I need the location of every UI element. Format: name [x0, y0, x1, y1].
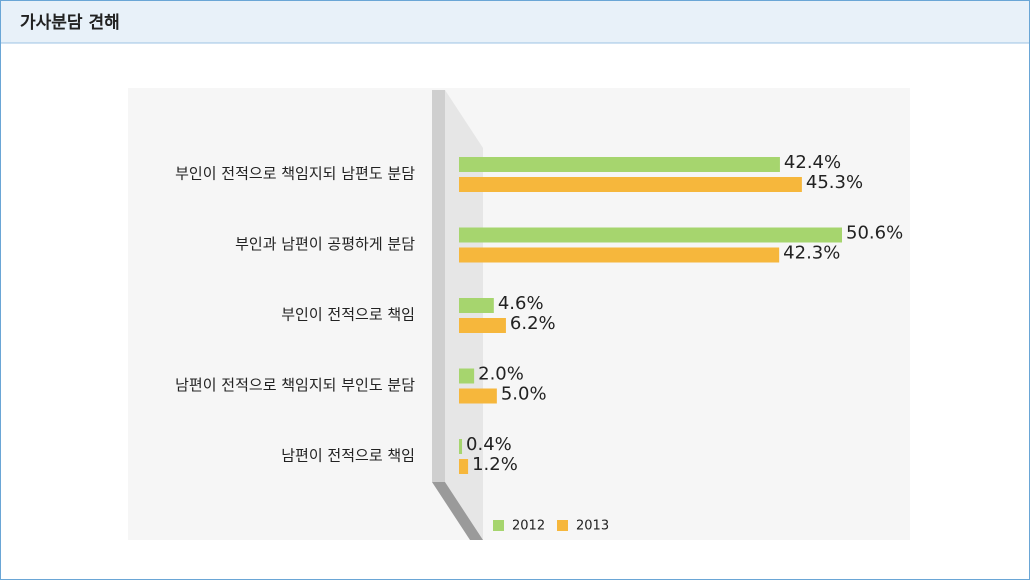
value-label: 6.2% — [510, 313, 556, 334]
legend-swatch — [493, 520, 504, 531]
bar — [459, 247, 780, 263]
value-label: 50.6% — [846, 223, 903, 244]
bar — [459, 318, 506, 333]
value-label: 2.0% — [478, 364, 524, 385]
bar — [459, 177, 802, 192]
bar — [459, 439, 463, 454]
header-bar — [1, 1, 1029, 43]
legend-swatch — [557, 520, 568, 531]
value-label: 45.3% — [806, 172, 863, 193]
value-label: 4.6% — [498, 293, 544, 314]
panel-title: 가사분담 견해 — [20, 13, 120, 33]
bar — [459, 298, 494, 313]
wall — [445, 90, 483, 540]
category-label: 부인이 전적으로 책임지되 남편도 분담 — [175, 165, 415, 183]
value-label: 42.3% — [783, 243, 840, 264]
wall-floor — [432, 482, 483, 540]
category-label: 남편이 전적으로 책임지되 부인도 분담 — [175, 376, 415, 394]
value-label: 1.2% — [472, 454, 518, 475]
bar — [459, 388, 497, 404]
wall-edge — [432, 90, 445, 482]
value-label: 42.4% — [784, 152, 841, 173]
bar — [459, 227, 842, 243]
legend-label: 2013 — [576, 519, 609, 534]
bar — [459, 368, 475, 384]
category-label: 부인과 남편이 공평하게 분담 — [235, 235, 415, 253]
bar — [459, 459, 469, 474]
bar — [459, 157, 780, 172]
legend-label: 2012 — [512, 519, 545, 534]
category-label: 부인이 전적으로 책임 — [281, 306, 415, 324]
plot: 부인이 전적으로 책임지되 남편도 분담 42.4%45.3% 부인과 남편이 공평… — [175, 152, 903, 534]
category-label: 남편이 전적으로 책임 — [281, 447, 415, 465]
value-label: 5.0% — [501, 384, 547, 405]
value-label: 0.4% — [466, 434, 512, 455]
